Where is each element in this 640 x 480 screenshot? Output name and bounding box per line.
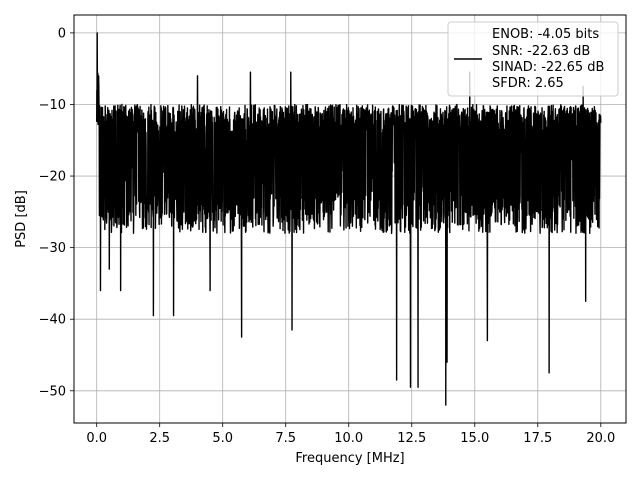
x-tick-label: 0.0 bbox=[86, 431, 107, 446]
legend-text-sinad: SINAD: -22.65 dB bbox=[492, 60, 604, 75]
y-axis-label: PSD [dB] bbox=[14, 190, 29, 248]
plot-frame bbox=[73, 14, 627, 424]
y-tick-label: −30 bbox=[39, 241, 66, 256]
x-tick-label: 7.5 bbox=[275, 431, 296, 446]
x-tick-label: 15.0 bbox=[460, 431, 489, 446]
legend-text-snr: SNR: -22.63 dB bbox=[492, 44, 590, 59]
legend-text-enob: ENOB: -4.05 bits bbox=[492, 27, 599, 42]
y-tick-label: −50 bbox=[39, 384, 66, 399]
x-tick-label: 2.5 bbox=[149, 431, 170, 446]
x-axis-label: Frequency [MHz] bbox=[295, 451, 404, 466]
y-tick-label: −10 bbox=[39, 98, 66, 113]
legend-box bbox=[447, 21, 619, 97]
y-tick-label: −40 bbox=[39, 313, 66, 328]
x-tick-label: 10.0 bbox=[334, 431, 363, 446]
legend-text-sfdr: SFDR: 2.65 bbox=[492, 76, 564, 91]
x-tick-label: 17.5 bbox=[523, 431, 552, 446]
x-tick-label: 5.0 bbox=[212, 431, 233, 446]
psd-series-line bbox=[95, 32, 602, 406]
y-axis-ticks: 0 −10 −20 −30 −40 −50 bbox=[39, 26, 74, 399]
x-tick-label: 12.5 bbox=[397, 431, 426, 446]
x-axis-ticks: 0.0 2.5 5.0 7.5 10.0 12.5 15.0 17.5 20.0 bbox=[86, 423, 615, 446]
x-tick-label: 20.0 bbox=[586, 431, 615, 446]
legend: ENOB: -4.05 bits SNR: -22.63 dB SINAD: -… bbox=[447, 21, 619, 97]
y-tick-label: 0 bbox=[58, 26, 66, 41]
y-tick-label: −20 bbox=[39, 170, 66, 185]
